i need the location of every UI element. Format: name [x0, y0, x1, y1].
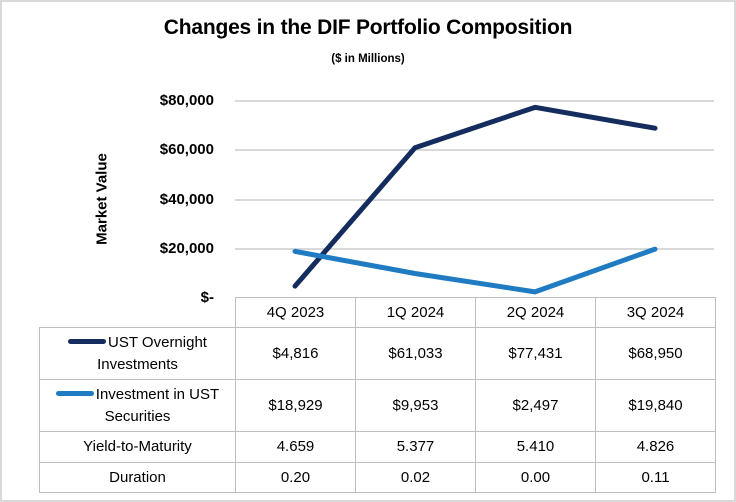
- series-label: Investment in UST Securities: [95, 385, 220, 425]
- y-axis-tick-label: $80,000: [159, 92, 214, 109]
- y-axis-tick-label: $40,000: [159, 190, 214, 208]
- chart-subtitle: ($ in Millions): [331, 53, 405, 65]
- table-corner-cell: [40, 298, 236, 328]
- table-value-cell: 5.410: [475, 431, 596, 463]
- table-value-cell: $4,816: [235, 327, 356, 380]
- y-axis-tick-label: $60,000: [159, 141, 214, 159]
- table-value-cell: $61,033: [355, 327, 476, 380]
- table-value-cell: $19,840: [595, 379, 716, 432]
- table-row: Duration 0.20 0.02 0.00 0.11: [39, 462, 716, 493]
- y-axis-tick-label: $20,000: [159, 239, 214, 257]
- gridline: [235, 149, 714, 152]
- table-value-cell: 4.659: [235, 431, 356, 463]
- series-line-blue: [292, 246, 658, 295]
- table-value-cell: 0.11: [595, 462, 716, 493]
- series-label: UST Overnight Investments: [97, 333, 207, 373]
- legend-line-swatch-navy: [68, 339, 107, 345]
- table-column-header: 1Q 2024: [355, 297, 476, 328]
- data-table: 4Q 2023 1Q 2024 2Q 2024 3Q 2024 UST Overnigh…: [39, 297, 716, 493]
- table-value-cell: 0.02: [355, 462, 476, 493]
- table-value-cell: 4.826: [595, 431, 716, 463]
- gridline: [235, 198, 714, 201]
- table-column-header: 3Q 2024: [595, 297, 716, 328]
- gridline: [235, 247, 714, 250]
- y-axis-tick-label: $-: [200, 289, 214, 306]
- row-label: Investment in UST Securities: [39, 379, 236, 432]
- table-value-cell: 0.20: [235, 462, 356, 493]
- table-value-cell: $2,497: [475, 379, 596, 432]
- table-row: Investment in UST Securities $18,929 $9,95…: [39, 379, 716, 432]
- line-chart-svg: [292, 104, 658, 295]
- table-value-cell: 5.377: [355, 431, 476, 463]
- table-row: Yield-to-Maturity 4.659 5.377 5.410 4.826: [39, 431, 716, 463]
- table-value-cell: $68,950: [595, 327, 716, 380]
- y-axis-tick-labels: $80,000 $60,000 $40,000 $20,000 $-: [102, 92, 214, 306]
- plot-area: [235, 100, 714, 298]
- table-column-header: 4Q 2023: [235, 297, 356, 328]
- row-label: UST Overnight Investments: [39, 327, 236, 380]
- gridline: [235, 100, 714, 102]
- chart-title: Changes in the DIF Portfolio Composition: [163, 16, 573, 39]
- row-label: Yield-to-Maturity: [39, 431, 236, 463]
- table-value-cell: 0.00: [475, 462, 596, 493]
- table-value-cell: $9,953: [355, 379, 476, 432]
- table-value-cell: $18,929: [235, 379, 356, 432]
- row-label: Duration: [39, 462, 236, 493]
- legend-line-swatch-blue: [55, 391, 94, 397]
- table-row: UST Overnight Investments $4,816 $61,033 $7…: [39, 327, 716, 380]
- table-column-header: 2Q 2024: [475, 297, 596, 328]
- table-value-cell: $77,431: [475, 327, 596, 380]
- series-line-navy: [292, 104, 658, 289]
